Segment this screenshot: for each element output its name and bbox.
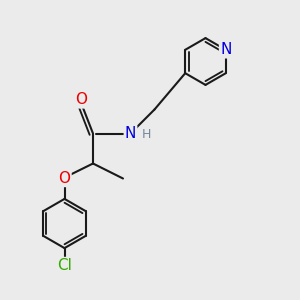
Text: O: O: [58, 171, 70, 186]
Text: N: N: [125, 126, 136, 141]
Text: H: H: [141, 128, 151, 142]
Text: Cl: Cl: [57, 258, 72, 273]
Text: O: O: [75, 92, 87, 107]
Text: N: N: [220, 42, 232, 57]
